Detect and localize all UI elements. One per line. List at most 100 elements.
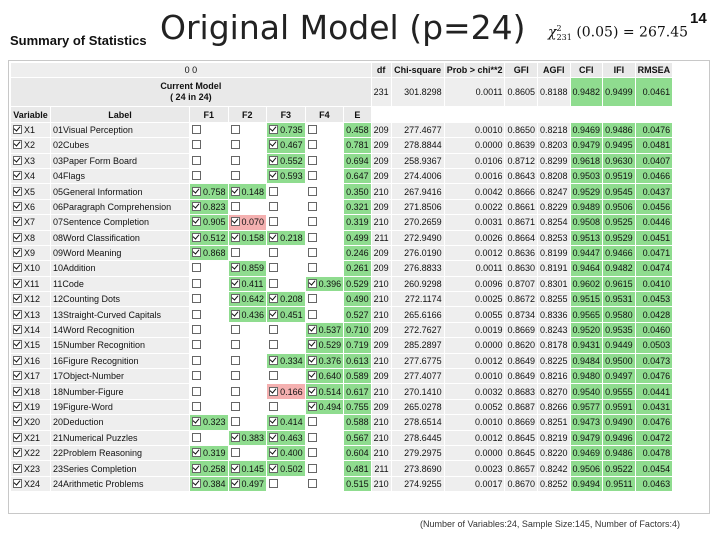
checkbox[interactable] (307, 371, 317, 381)
loading-f2[interactable]: 0.158 (228, 230, 267, 245)
checkbox[interactable] (307, 263, 317, 273)
checkbox[interactable] (269, 355, 279, 365)
variable-checkbox[interactable] (13, 140, 22, 150)
checkbox[interactable] (192, 155, 201, 165)
variable-checkbox[interactable] (13, 278, 22, 288)
checkbox[interactable] (230, 371, 240, 381)
checkbox[interactable] (307, 432, 317, 442)
variable-cell[interactable]: X22 (11, 445, 50, 461)
loading-f2[interactable] (228, 245, 267, 261)
checkbox[interactable] (230, 186, 240, 196)
checkbox[interactable] (307, 340, 317, 350)
checkbox[interactable] (230, 417, 240, 427)
checkbox[interactable] (192, 309, 201, 319)
checkbox[interactable] (307, 402, 317, 411)
loading-f2[interactable] (228, 199, 267, 215)
loading-f2[interactable] (228, 153, 267, 168)
loading-f3[interactable]: 0.208 (267, 292, 305, 307)
loading-f3[interactable]: 0.334 (267, 353, 305, 369)
variable-cell[interactable]: X10 (11, 261, 50, 276)
loading-f4[interactable] (305, 445, 344, 461)
checkbox[interactable] (192, 140, 201, 150)
loading-f1[interactable]: 0.823 (190, 199, 228, 215)
loading-f4[interactable] (305, 184, 344, 199)
loading-f3[interactable] (267, 245, 305, 261)
loading-f1[interactable] (190, 276, 228, 292)
loading-f1[interactable] (190, 292, 228, 307)
variable-checkbox[interactable] (13, 371, 22, 381)
checkbox[interactable] (307, 155, 317, 165)
loading-f4[interactable]: 0.376 (305, 353, 344, 369)
checkbox[interactable] (307, 124, 317, 134)
loading-f2[interactable] (228, 168, 267, 184)
checkbox[interactable] (192, 124, 201, 134)
variable-cell[interactable]: X2 (11, 138, 50, 153)
checkbox[interactable] (192, 171, 201, 181)
checkbox[interactable] (269, 448, 279, 458)
variable-checkbox[interactable] (13, 355, 22, 365)
checkbox[interactable] (192, 417, 201, 427)
loading-f4[interactable]: 0.494 (305, 399, 344, 415)
checkbox[interactable] (230, 248, 240, 258)
checkbox[interactable] (230, 325, 240, 335)
checkbox[interactable] (307, 248, 317, 258)
checkbox[interactable] (230, 448, 240, 458)
variable-cell[interactable]: X23 (11, 461, 50, 476)
checkbox[interactable] (230, 432, 240, 442)
loading-f1[interactable] (190, 122, 228, 138)
checkbox[interactable] (269, 186, 279, 196)
checkbox[interactable] (307, 478, 317, 488)
variable-cell[interactable]: X14 (11, 322, 50, 338)
checkbox[interactable] (269, 417, 279, 427)
variable-checkbox[interactable] (13, 171, 22, 181)
variable-checkbox[interactable] (13, 463, 22, 473)
variable-cell[interactable]: X9 (11, 245, 50, 261)
checkbox[interactable] (269, 140, 279, 150)
loading-f2[interactable] (228, 138, 267, 153)
loading-f3[interactable]: 0.735 (267, 122, 305, 138)
variable-checkbox[interactable] (13, 448, 22, 458)
loading-f2[interactable]: 0.145 (228, 461, 267, 476)
loading-f1[interactable] (190, 138, 228, 153)
checkbox[interactable] (269, 124, 279, 134)
checkbox[interactable] (307, 309, 317, 319)
checkbox[interactable] (269, 463, 279, 473)
loading-f4[interactable]: 0.537 (305, 322, 344, 338)
variable-checkbox[interactable] (13, 432, 22, 442)
loading-f2[interactable]: 0.642 (228, 292, 267, 307)
checkbox[interactable] (269, 325, 279, 335)
loading-f2[interactable]: 0.383 (228, 430, 267, 445)
variable-checkbox[interactable] (13, 201, 22, 211)
loading-f4[interactable]: 0.640 (305, 369, 344, 384)
checkbox[interactable] (307, 325, 317, 335)
loading-f4[interactable] (305, 415, 344, 430)
variable-checkbox[interactable] (13, 478, 22, 488)
variable-checkbox[interactable] (13, 263, 22, 273)
variable-checkbox[interactable] (13, 294, 22, 304)
checkbox[interactable] (192, 201, 201, 211)
loading-f1[interactable] (190, 399, 228, 415)
checkbox[interactable] (192, 463, 201, 473)
variable-cell[interactable]: X1 (11, 122, 50, 138)
loading-f1[interactable] (190, 168, 228, 184)
checkbox[interactable] (192, 248, 201, 258)
checkbox[interactable] (307, 448, 317, 458)
loading-f2[interactable]: 0.859 (228, 261, 267, 276)
loading-f3[interactable]: 0.414 (267, 415, 305, 430)
checkbox[interactable] (230, 171, 240, 181)
variable-checkbox[interactable] (13, 309, 22, 319)
checkbox[interactable] (230, 463, 240, 473)
checkbox[interactable] (230, 355, 240, 365)
loading-f4[interactable] (305, 476, 344, 492)
checkbox[interactable] (269, 217, 279, 227)
loading-f1[interactable] (190, 307, 228, 322)
checkbox[interactable] (192, 263, 201, 273)
loading-f3[interactable] (267, 369, 305, 384)
checkbox[interactable] (192, 402, 201, 411)
loading-f3[interactable]: 0.218 (267, 230, 305, 245)
checkbox[interactable] (230, 263, 240, 273)
variable-cell[interactable]: X8 (11, 230, 50, 245)
loading-f4[interactable] (305, 430, 344, 445)
loading-f3[interactable] (267, 399, 305, 415)
loading-f3[interactable]: 0.552 (267, 153, 305, 168)
